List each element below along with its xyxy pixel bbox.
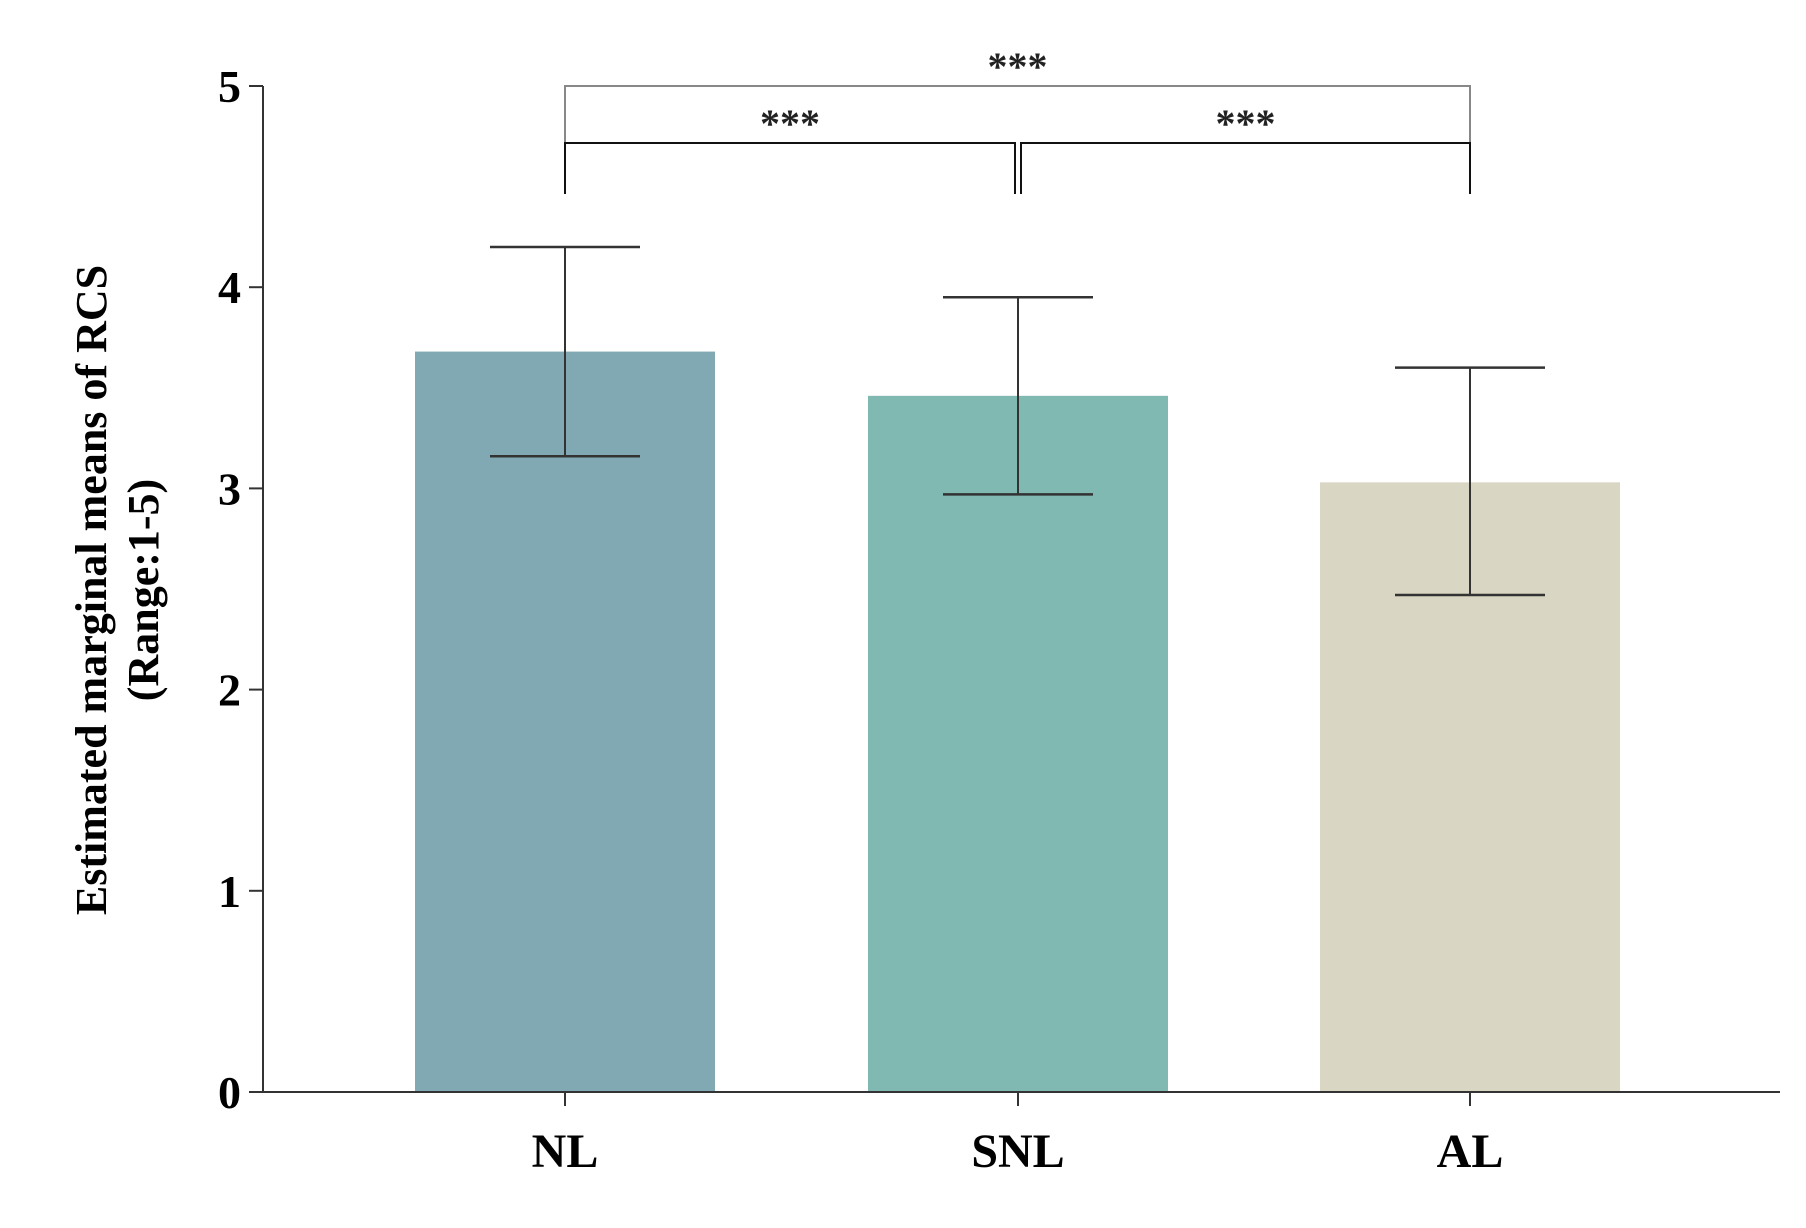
y-tick-label: 0 xyxy=(218,1067,241,1118)
bar-nl xyxy=(415,351,715,1093)
y-axis-label: Estimated marginal means of RCS xyxy=(67,265,116,915)
significance-bracket xyxy=(1020,142,1471,194)
significance-bracket xyxy=(564,142,1016,194)
x-tick-label-snl: SNL xyxy=(971,1125,1064,1178)
y-tick-label: 3 xyxy=(218,463,241,514)
significance-label: *** xyxy=(760,101,820,146)
y-tick-label: 1 xyxy=(218,866,241,917)
y-tick-label: 4 xyxy=(218,262,241,313)
y-axis-label: (Range:1-5) xyxy=(119,479,168,701)
x-tick-label-al: AL xyxy=(1437,1125,1504,1178)
y-tick-label: 5 xyxy=(218,61,241,112)
y-tick-label: 2 xyxy=(218,665,241,716)
significance-label: *** xyxy=(1216,101,1276,146)
significance-bracket xyxy=(564,85,1471,194)
x-tick-label-nl: NL xyxy=(532,1125,599,1178)
significance-label: *** xyxy=(988,44,1048,89)
bar-snl xyxy=(868,395,1168,1092)
